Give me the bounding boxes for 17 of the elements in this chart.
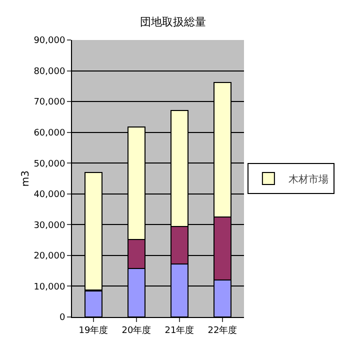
x-tick-label: 20年度: [122, 324, 152, 336]
x-tick-label: 22年度: [208, 324, 238, 336]
y-tick-label: 50,000: [34, 159, 66, 170]
x-tick-label: 19年度: [78, 324, 108, 336]
y-axis-title: m3: [20, 170, 32, 187]
y-tick-label: 70,000: [34, 98, 66, 108]
y-tick-label: 80,000: [34, 66, 66, 77]
x-tick-label: 21年度: [164, 324, 194, 336]
y-tick-label: 20,000: [34, 252, 66, 262]
legend-label: 木材市場: [288, 173, 328, 186]
y-tick-label: 10,000: [34, 282, 66, 292]
y-tick-label: 30,000: [34, 220, 66, 231]
y-tick-label: 60,000: [34, 128, 66, 138]
y-tick-label: 40,000: [34, 190, 66, 200]
y-tick-label: 0: [59, 313, 66, 324]
y-tick-label: 90,000: [34, 36, 66, 46]
chart-title: 団地取扱総量: [140, 15, 206, 28]
